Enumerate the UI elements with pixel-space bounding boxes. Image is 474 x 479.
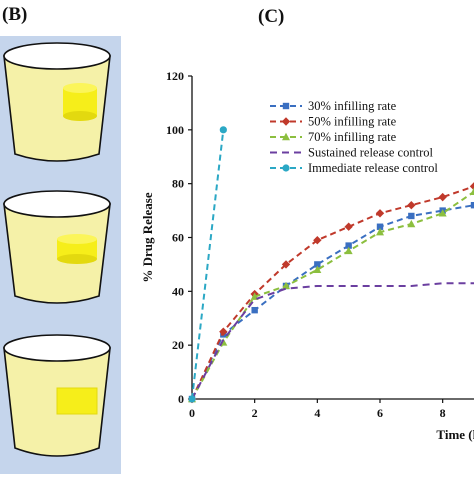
y-tick-label: 100: [166, 123, 184, 137]
data-point: [282, 281, 290, 290]
tablet-cylinder-flat-icon: [57, 234, 97, 264]
data-point: [407, 201, 416, 210]
series-1: [188, 202, 474, 403]
data-point: [219, 327, 228, 336]
container-3: [3, 334, 111, 457]
legend-label: 70% infilling rate: [308, 130, 397, 144]
x-tick-label: 6: [377, 406, 383, 420]
series-line: [191, 190, 474, 400]
y-tick-label: 80: [172, 177, 184, 191]
y-tick-label: 0: [178, 392, 184, 406]
data-point: [470, 187, 474, 195]
container-2: [3, 190, 111, 304]
legend-entry: Immediate release control: [270, 161, 438, 175]
tablet-cylinder-tall-icon: [63, 83, 97, 121]
container-1: [3, 42, 111, 162]
drug-release-chart: 0 20 40 60 80 100 120 0 2 4 6 8 % Drug Release Time…: [140, 69, 474, 442]
y-tick-label: 60: [172, 231, 184, 245]
data-point: [345, 242, 352, 249]
x-tick-label: 4: [314, 406, 320, 420]
data-point: [438, 192, 447, 202]
chart-ticks: 0 20 40 60 80 100 120 0 2 4 6 8: [166, 69, 446, 420]
series-line: [191, 204, 474, 400]
legend-entry: 30% infilling rate: [270, 99, 397, 113]
data-point: [313, 265, 322, 273]
data-point: [188, 395, 196, 403]
data-point: [344, 222, 353, 231]
data-point: [376, 223, 384, 230]
data-point: [251, 306, 258, 314]
series-3: [188, 187, 474, 403]
y-tick-label: 20: [172, 338, 184, 352]
chart-series: [187, 126, 474, 404]
data-point: [469, 182, 474, 191]
data-point: [375, 209, 385, 218]
legend-marker: [281, 117, 291, 126]
data-point: [219, 126, 227, 134]
x-tick-label: 0: [189, 406, 195, 420]
series-4: [191, 282, 474, 400]
legend-label: Immediate release control: [308, 161, 438, 175]
data-point: [376, 227, 384, 236]
legend-label: Sustained release control: [308, 146, 433, 160]
panel-label-c: (C): [258, 6, 285, 27]
y-tick-label: 40: [172, 284, 184, 298]
series-line: [191, 129, 225, 400]
data-point: [313, 235, 322, 245]
data-point: [407, 219, 416, 228]
data-point: [470, 202, 474, 209]
tablet-slab-icon: [56, 387, 98, 415]
series-line: [191, 282, 474, 400]
x-tick-label: 8: [440, 406, 446, 420]
y-axis-title: % Drug Release: [140, 192, 155, 282]
data-point: [314, 261, 321, 268]
series-2: [187, 182, 474, 404]
legend-marker: [282, 132, 290, 141]
x-tick-label: 2: [252, 406, 258, 420]
panel-label-b: (B): [2, 4, 28, 25]
y-tick-label: 120: [166, 69, 184, 83]
chart-legend: 30% infilling rate 50% infilling rate70% …: [270, 99, 438, 175]
data-point: [408, 212, 415, 220]
series-line: [191, 185, 474, 400]
data-point: [344, 246, 353, 255]
legend-label: 50% infilling rate: [308, 115, 397, 129]
legend-marker: [282, 164, 290, 172]
legend-entry: 70% infilling rate: [270, 130, 397, 144]
data-point: [281, 260, 291, 269]
legend-entry: 50% infilling rate: [270, 115, 397, 129]
legend-marker: [282, 102, 290, 110]
container-illustrations: [3, 42, 111, 457]
legend-label: 30% infilling rate: [308, 99, 397, 113]
series-5: [188, 126, 227, 403]
x-axis-title: Time (h): [436, 427, 474, 442]
container-illustration-panel: [0, 36, 121, 474]
legend-entry: Sustained release control: [270, 146, 433, 160]
data-point: [438, 209, 447, 217]
